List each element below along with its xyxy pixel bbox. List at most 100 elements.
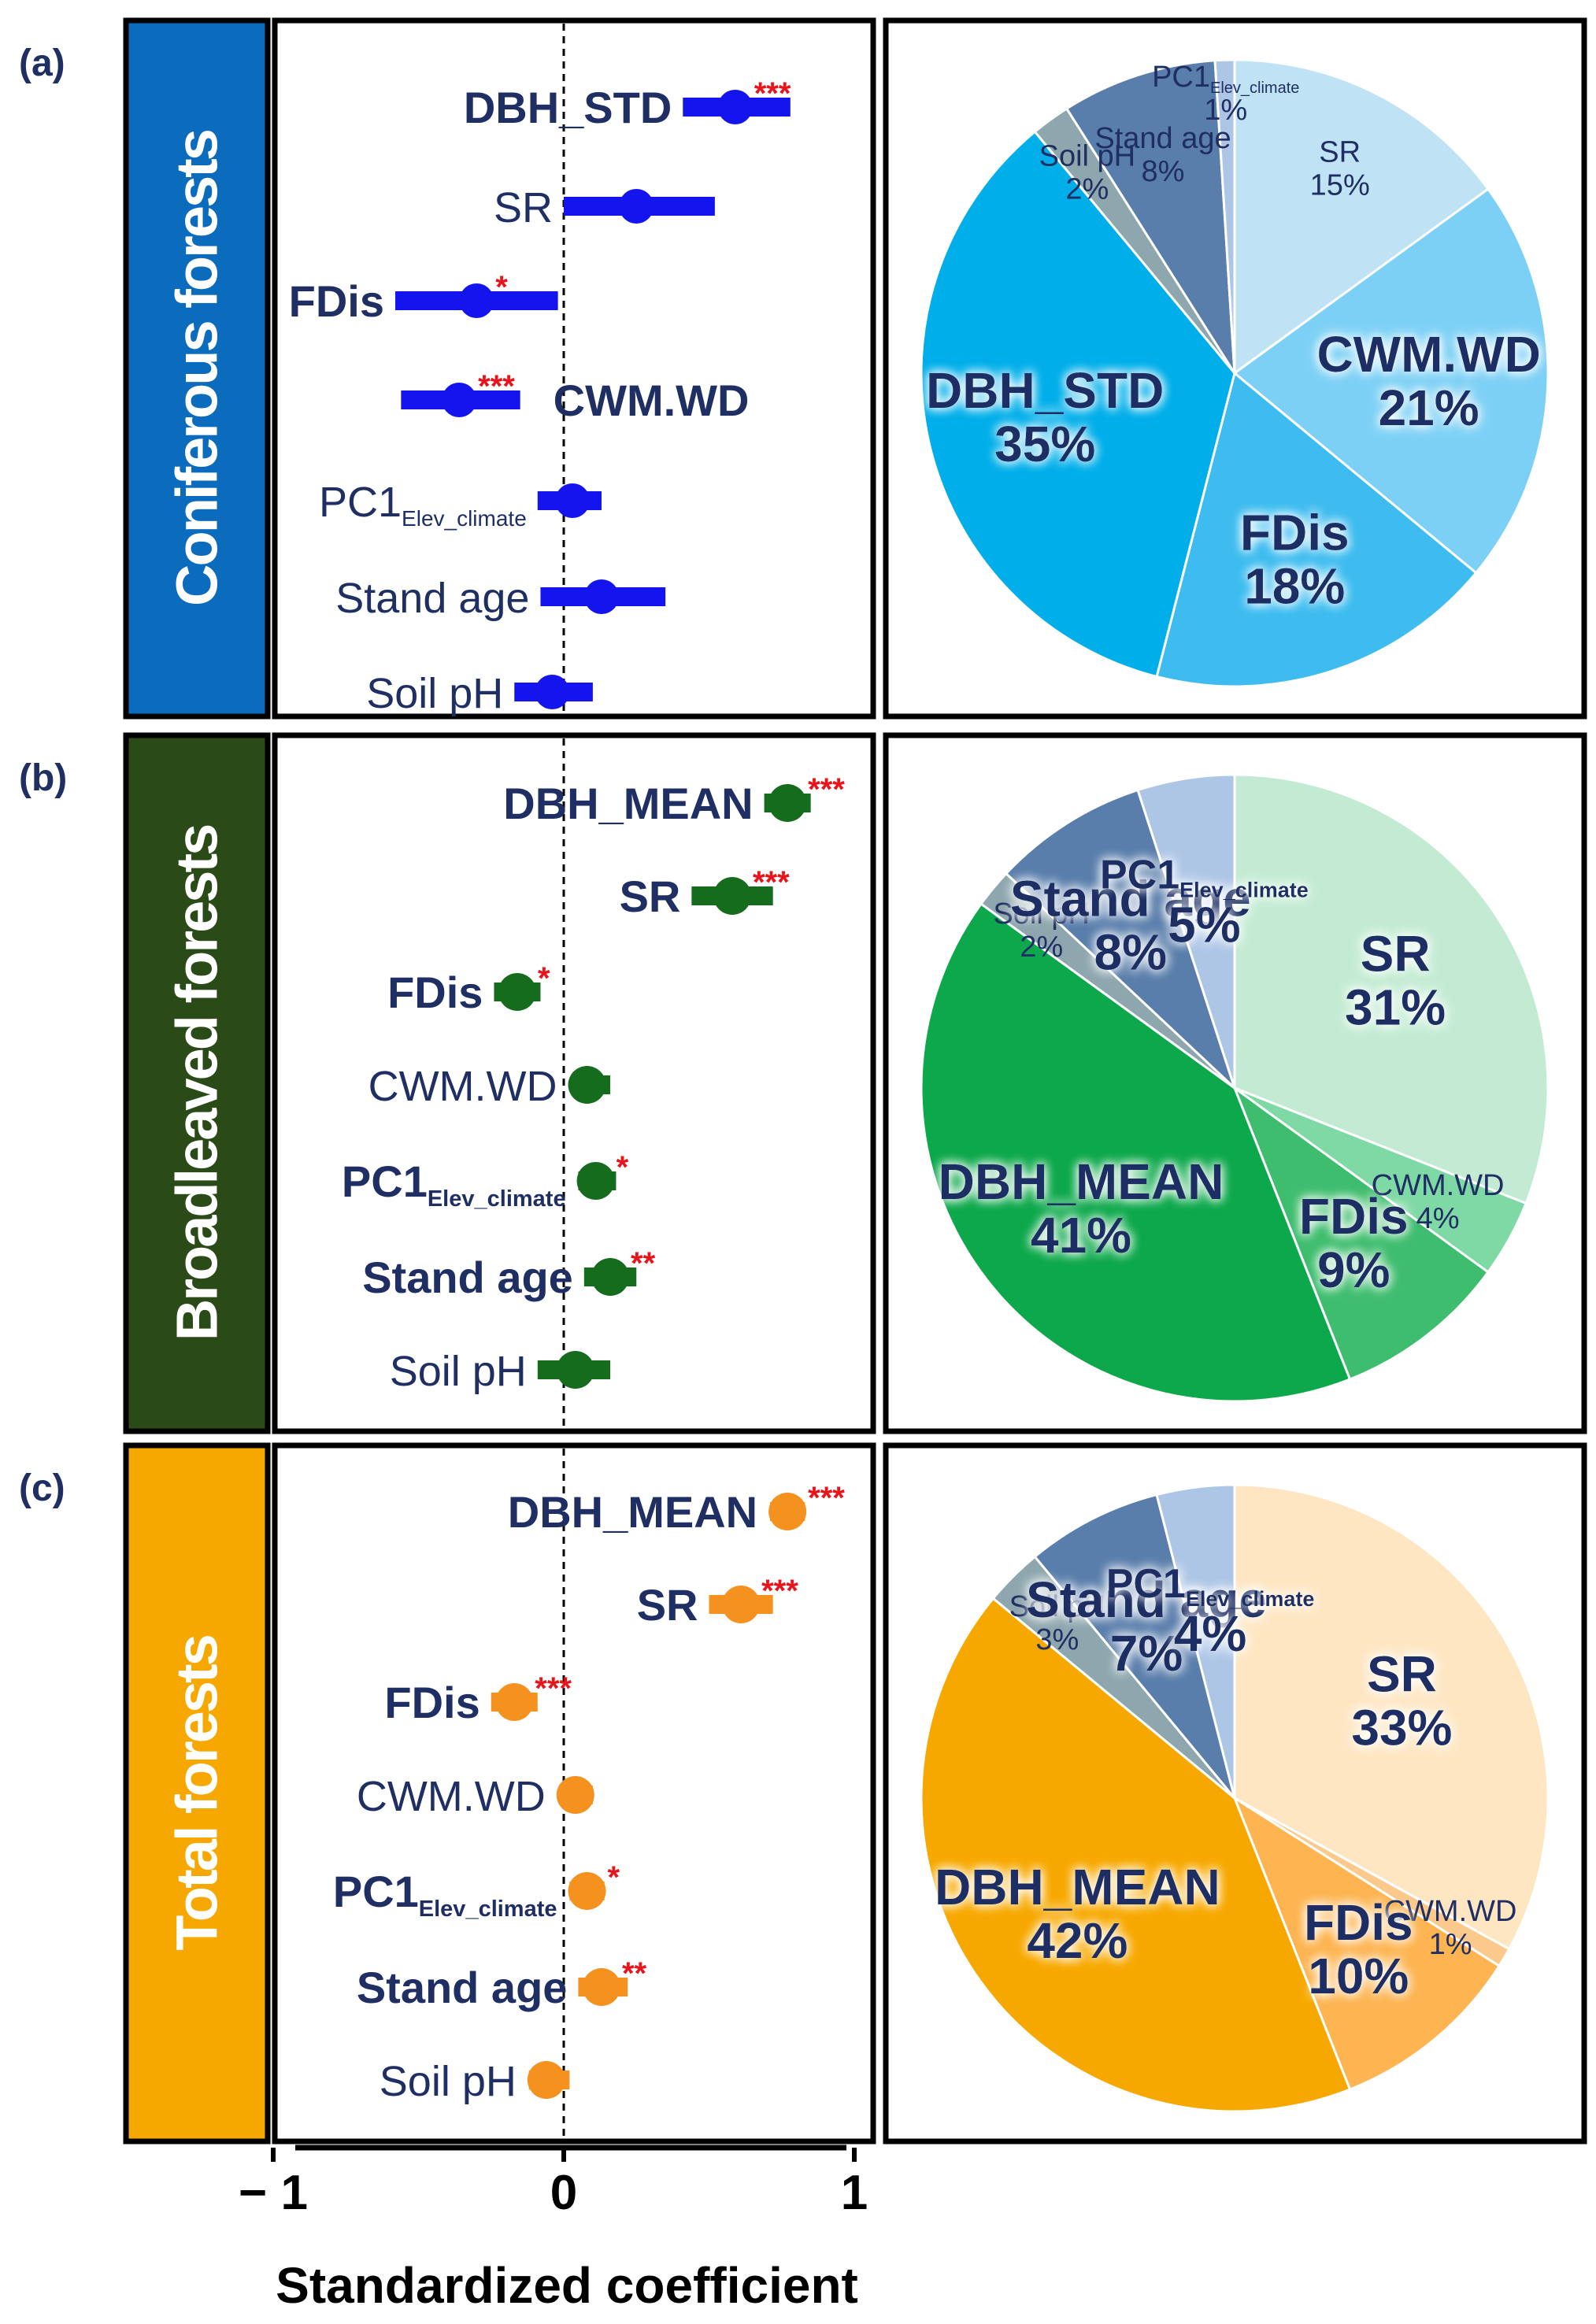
predictor-label: PC1Elev_climate — [342, 1156, 566, 1212]
coef-row: Stand age — [335, 575, 666, 622]
slice-name: Stand age — [1026, 1571, 1267, 1628]
significance-stars: *** — [808, 772, 845, 807]
slice-percent: 3% — [1035, 1623, 1079, 1656]
panel-label: (c) — [19, 1467, 65, 1509]
coefficient-point — [442, 383, 477, 417]
slice-name-main: Stand age — [1026, 1571, 1267, 1628]
slice-name-main: Soil pH — [1009, 1590, 1106, 1623]
coefficient-point — [527, 2061, 565, 2099]
slice-label: CWM.WD1% — [1384, 1895, 1517, 1961]
coefficient-point — [583, 579, 619, 614]
slice-name: Soil pH — [1009, 1590, 1106, 1623]
slice-name-sub: Elev_climate — [1179, 878, 1309, 901]
predictor-label: SR — [494, 184, 553, 231]
coef-row: DBH_MEAN *** — [503, 772, 845, 828]
predictor-label: CWM.WD — [368, 1063, 557, 1110]
coefficient-point — [556, 1351, 594, 1389]
slice-percent: 18% — [1244, 558, 1345, 615]
slice-name-main: FDis — [1240, 505, 1350, 561]
predictor-label-main: Soil pH — [380, 2058, 517, 2105]
significance-stars: *** — [808, 1481, 845, 1515]
predictor-label-main: Stand age — [335, 575, 529, 622]
slice-name-main: FDis — [1304, 1894, 1413, 1951]
panel-title-band — [123, 1442, 271, 2145]
pie-chart — [920, 58, 1550, 688]
slice-name-main: DBH_STD — [926, 362, 1164, 419]
panel-title: Coniferous forests — [165, 130, 230, 606]
coef-row: FDis * — [387, 961, 550, 1017]
predictor-label: CWM.WD — [357, 1773, 546, 1820]
slice-percent: 4% — [1174, 1605, 1247, 1662]
predictor-label: Stand age — [335, 575, 529, 622]
x-tick-label: 0 — [550, 2166, 577, 2220]
coef-row: SR *** — [637, 1574, 799, 1630]
pie-slice — [1231, 1084, 1490, 1381]
slice-percent: 15% — [1310, 169, 1370, 202]
coef-row: PC1Elev_climate * — [333, 1860, 620, 1922]
pie-slice — [1213, 58, 1236, 374]
coefficient-point — [722, 1586, 761, 1623]
pie-slice — [1231, 1795, 1502, 2091]
predictor-label-main: CWM.WD — [554, 376, 750, 425]
slice-name: CWM.WD — [1316, 326, 1540, 383]
slice-name: FDis — [1304, 1894, 1413, 1951]
coef-row: Soil pH — [380, 2058, 570, 2105]
predictor-label-main: SR — [620, 872, 681, 921]
predictor-label: CWM.WD — [554, 376, 750, 425]
pie-chart — [920, 1483, 1550, 2113]
slice-name-main: CWM.WD — [1384, 1895, 1517, 1928]
panel-title: Total forests — [165, 1635, 230, 1950]
pie-slice — [1004, 788, 1236, 1090]
coef-row: FDis *** — [384, 1671, 572, 1727]
significance-stars: * — [608, 1860, 620, 1895]
panel-a: (a) Coniferous forests DBH_STD *** SR FDis * CW… — [19, 17, 1587, 720]
predictor-label-sub: Elev_climate — [402, 506, 527, 531]
coefficient-point — [713, 877, 752, 915]
predictor-label: PC1Elev_climate — [333, 1867, 557, 1922]
panel-title-band — [123, 732, 271, 1434]
predictor-label-main: Soil pH — [390, 1348, 527, 1395]
predictor-label-main: CWM.WD — [368, 1063, 557, 1110]
coef-row: Soil pH — [390, 1348, 611, 1395]
pie-slice — [920, 901, 1352, 1403]
predictor-label-main: SR — [494, 184, 553, 231]
slice-percent: 1% — [1429, 1928, 1472, 1961]
significance-stars: ** — [622, 1956, 647, 1991]
predictor-label-sub: Elev_climate — [419, 1897, 557, 1922]
significance-stars: *** — [761, 1574, 798, 1608]
coefficient-point — [717, 90, 753, 124]
predictor-label-main: DBH_MEAN — [503, 779, 753, 828]
slice-name: Soil pH — [993, 897, 1090, 931]
slice-percent: 1% — [1204, 94, 1247, 127]
slice-name-main: FDis — [1299, 1188, 1409, 1245]
pie-slice — [1232, 187, 1550, 575]
significance-stars: *** — [478, 369, 515, 404]
slice-name: PC1Elev_climate — [1106, 1561, 1315, 1611]
pie-chart — [920, 773, 1550, 1403]
predictor-label: SR — [637, 1580, 698, 1630]
pie-slice — [920, 130, 1236, 679]
slice-name: SR — [1367, 1645, 1437, 1702]
pie-slice — [1065, 59, 1236, 374]
slice-name-main: SR — [1367, 1645, 1437, 1702]
predictor-label-main: CWM.WD — [357, 1773, 546, 1820]
predictor-label: Stand age — [357, 1963, 568, 2012]
slice-name: FDis — [1299, 1188, 1409, 1245]
predictor-label-main: Stand age — [357, 1963, 568, 2012]
pie-slice — [1233, 1483, 1550, 1951]
coef-row: SR — [494, 184, 715, 231]
